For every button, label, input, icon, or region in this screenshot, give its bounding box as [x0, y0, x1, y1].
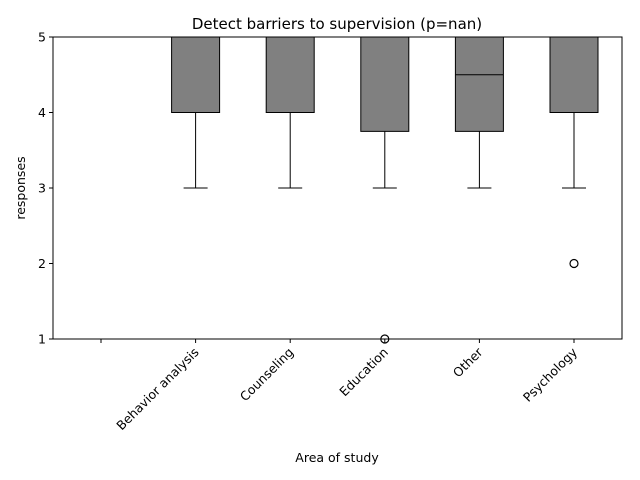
y-tick-label: 2 [38, 256, 46, 271]
box-iqr [360, 36, 410, 132]
box-iqr [265, 36, 315, 113]
y-axis-label: responses [13, 156, 28, 219]
outlier-point [569, 258, 579, 269]
box-iqr [454, 36, 504, 132]
y-tick-label: 4 [38, 105, 46, 120]
x-tick-label: Behavior analysis [113, 345, 201, 433]
box-iqr [549, 36, 599, 113]
x-tick-label: Counseling [237, 345, 297, 405]
chart-title: Detect barriers to supervision (p=nan) [192, 15, 482, 33]
x-axis-label: Area of study [295, 450, 379, 465]
y-tick-label: 1 [38, 332, 46, 347]
y-tick-label: 3 [38, 181, 46, 196]
plot-frame [52, 36, 623, 340]
y-tick-label: 5 [38, 30, 46, 45]
x-tick-label: Education [336, 345, 391, 400]
plot-area: 1 2 3 4 5 Behavior analysis Counseling Educatio… [38, 30, 599, 433]
x-tick-label: Other [450, 344, 486, 380]
box-iqr [171, 36, 221, 113]
x-tick-label: Psychology [520, 344, 581, 405]
